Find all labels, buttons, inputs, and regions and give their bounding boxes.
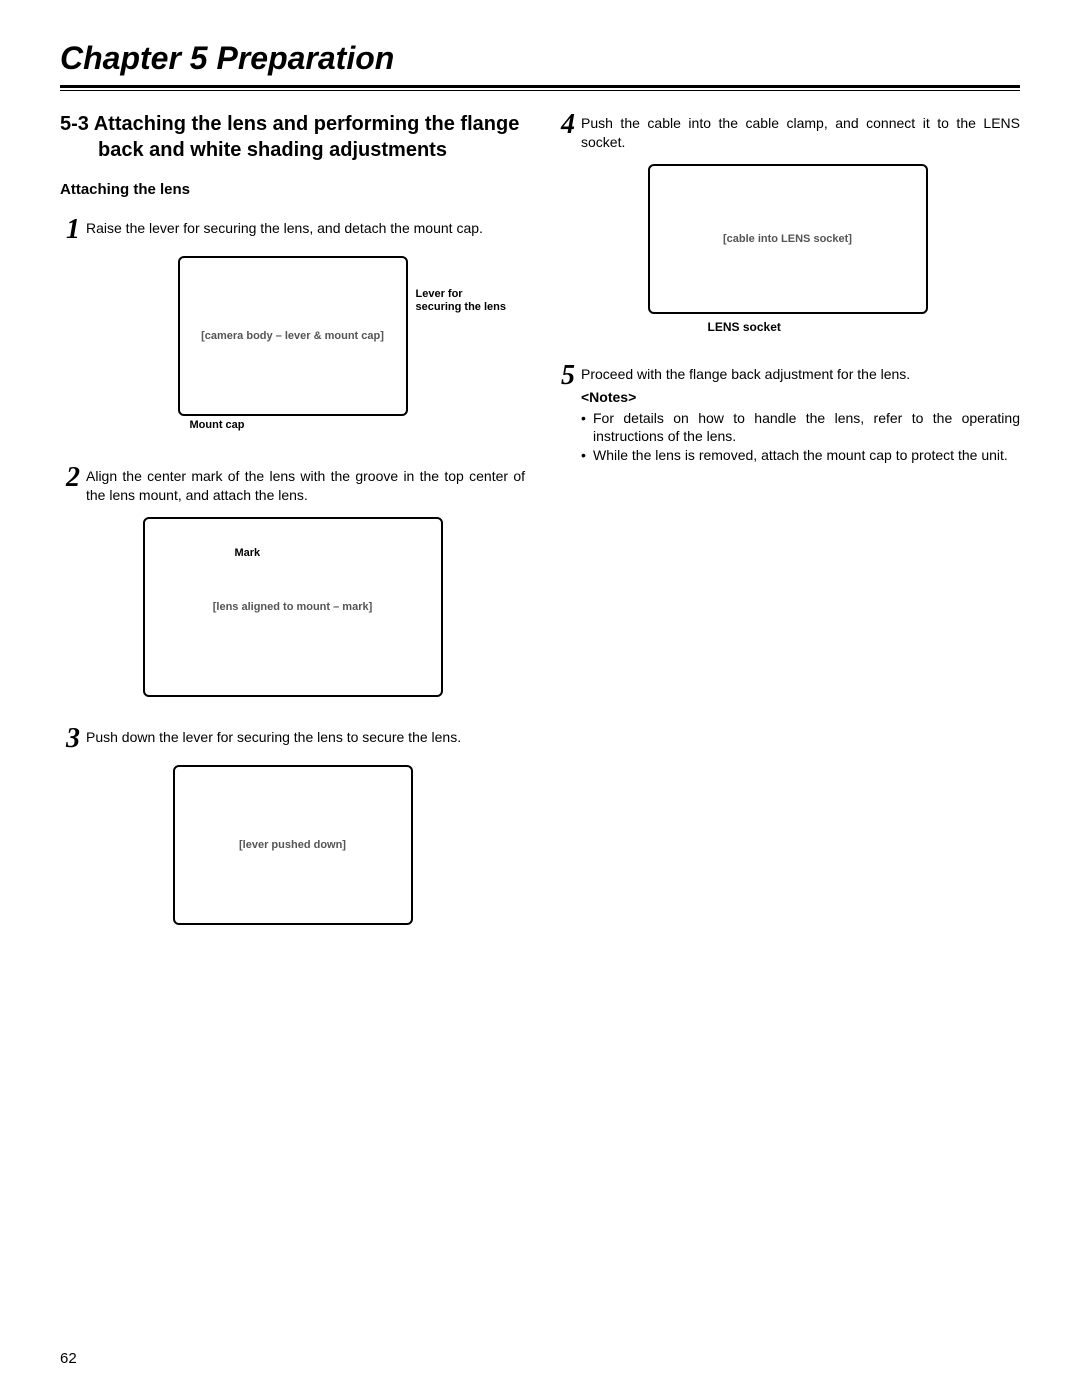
step-5: 5 Proceed with the flange back adjustmen… [555,362,1020,465]
chapter-title: Chapter 5 Preparation [60,40,1020,77]
step-text: Raise the lever for securing the lens, a… [86,216,525,238]
double-rule [60,85,1020,91]
figure-placeholder-label: [camera body – lever & mount cap] [201,330,384,342]
figure-3-image: [lever pushed down] [173,765,413,925]
figure-placeholder-label: [lever pushed down] [239,839,346,851]
left-column: 5-3 Attaching the lens and performing th… [60,111,525,953]
figure-placeholder-label: [cable into LENS socket] [723,233,852,245]
step-1: 1 Raise the lever for securing the lens,… [60,216,525,244]
callout-lever: Lever forsecuring the lens [416,288,526,314]
figure-2-image: [lens aligned to mount – mark] Mark [143,517,443,697]
step-number: 3 [60,725,86,753]
figure-4-image: [cable into LENS socket] [648,164,928,314]
step-number: 4 [555,111,581,139]
figure-1-image: [camera body – lever & mount cap] Lever … [178,256,408,416]
figure-3: [lever pushed down] [60,765,525,925]
note-item: While the lens is removed, attach the mo… [581,446,1020,465]
step-3: 3 Push down the lever for securing the l… [60,725,525,753]
note-item: For details on how to handle the lens, r… [581,409,1020,447]
section-title: Attaching the lens and performing the fl… [94,113,520,161]
step-text: Push down the lever for securing the len… [86,725,525,747]
figure-2: [lens aligned to mount – mark] Mark [60,517,525,697]
section-number: 5-3 [60,113,89,135]
notes-list: For details on how to handle the lens, r… [581,409,1020,466]
step-4: 4 Push the cable into the cable clamp, a… [555,111,1020,152]
figure-4: [cable into LENS socket] LENS socket [555,164,1020,334]
callout-lens-socket: LENS socket [708,320,781,334]
figure-1: [camera body – lever & mount cap] Lever … [60,256,525,436]
step-number: 1 [60,216,86,244]
step-text: Align the center mark of the lens with t… [86,464,525,505]
callout-mount-cap: Mount cap [190,419,245,432]
step-number: 5 [555,362,581,390]
notes-label: <Notes> [581,388,1020,407]
callout-mark: Mark [235,547,261,560]
step-2: 2 Align the center mark of the lens with… [60,464,525,505]
content-columns: 5-3 Attaching the lens and performing th… [60,111,1020,953]
step-5-text: Proceed with the flange back adjustment … [581,366,910,382]
section-heading: 5-3 Attaching the lens and performing th… [60,111,525,163]
right-column: 4 Push the cable into the cable clamp, a… [555,111,1020,953]
step-text: Proceed with the flange back adjustment … [581,362,1020,465]
step-text: Push the cable into the cable clamp, and… [581,111,1020,152]
page-number: 62 [60,1350,77,1367]
step-number: 2 [60,464,86,492]
subheading-attaching-lens: Attaching the lens [60,181,525,198]
figure-placeholder-label: [lens aligned to mount – mark] [213,601,373,613]
